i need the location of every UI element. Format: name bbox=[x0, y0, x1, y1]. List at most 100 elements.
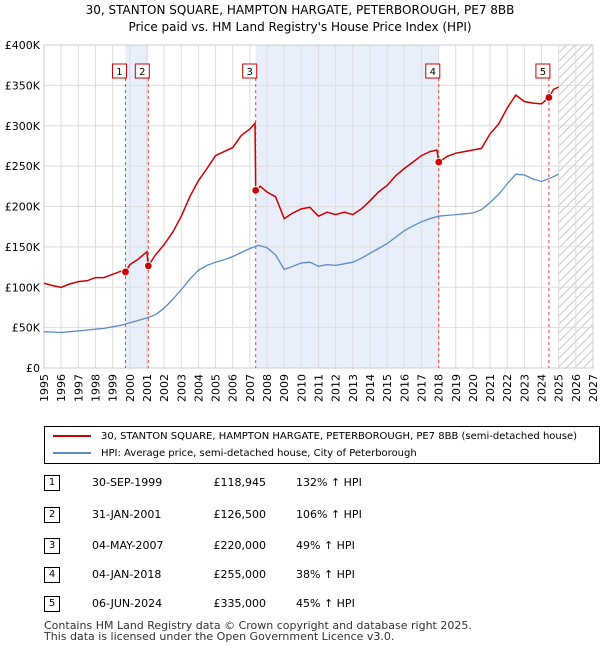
footer-licence: This data is licensed under the Open Gov… bbox=[44, 630, 395, 643]
sale-number-badge: 2 bbox=[44, 507, 60, 523]
sale-price: £126,500 bbox=[213, 508, 267, 521]
grid bbox=[43, 44, 594, 369]
chart-title: 30, STANTON SQUARE, HAMPTON HARGATE, PET… bbox=[85, 3, 515, 17]
legend-item-hpi: HPI: Average price, semi-detached house,… bbox=[53, 447, 417, 461]
sale-label-box bbox=[111, 63, 127, 79]
legend-swatch-hpi bbox=[53, 452, 91, 454]
legend-item-price: 30, STANTON SQUARE, HAMPTON HARGATE, PET… bbox=[53, 430, 577, 444]
sale-label-text: 2 bbox=[139, 67, 145, 78]
x-tick-label: 2011 bbox=[313, 374, 326, 402]
x-tick-label: 1997 bbox=[72, 374, 85, 402]
sale-price: £335,000 bbox=[213, 597, 267, 610]
y-tick-label: £400K bbox=[5, 39, 41, 52]
x-tick-label: 2017 bbox=[415, 374, 428, 402]
sale-number-badge: 5 bbox=[44, 596, 60, 612]
y-axis-ticks: £0 £50K £100K £150K £200K £250K £300K £350K £400… bbox=[5, 39, 41, 375]
x-tick-label: 2018 bbox=[433, 374, 446, 402]
sale-row: 2 31-JAN-2001 £126,500 106% ↑ HPI bbox=[0, 507, 600, 523]
x-tick-label: 2014 bbox=[364, 374, 377, 402]
sale-number-badge: 1 bbox=[44, 475, 60, 491]
sale-hpi-change: 132% ↑ HPI bbox=[296, 476, 362, 489]
x-tick-label: 2024 bbox=[536, 374, 549, 402]
sale-point bbox=[434, 157, 443, 167]
x-tick-label: 2006 bbox=[227, 374, 240, 402]
y-tick-label: £50K bbox=[12, 322, 41, 335]
sale-label-text: 1 bbox=[116, 67, 122, 78]
x-tick-label: 2008 bbox=[261, 374, 274, 402]
sale-label-text: 5 bbox=[540, 67, 546, 78]
y-tick-label: £0 bbox=[26, 362, 40, 375]
price-chart: 1 2 3 4 5 1995 1996 1997 1998 1999 2000 2001 2002 20… bbox=[5, 39, 600, 402]
footer-copyright: Contains HM Land Registry data © Crown c… bbox=[44, 619, 472, 632]
sale-label-box bbox=[425, 63, 441, 79]
x-tick-label: 2003 bbox=[175, 374, 188, 402]
y-tick-label: £150K bbox=[5, 241, 41, 254]
y-tick-label: £200K bbox=[5, 201, 41, 214]
sale-row: 4 04-JAN-2018 £255,000 38% ↑ HPI bbox=[0, 567, 600, 583]
x-tick-label: 1996 bbox=[55, 374, 68, 402]
sale-date: 30-SEP-1999 bbox=[92, 476, 163, 489]
plot-frame bbox=[43, 44, 594, 369]
price-series-line bbox=[44, 86, 560, 289]
x-tick-label: 2007 bbox=[244, 374, 257, 402]
y-tick-label: £300K bbox=[5, 120, 41, 133]
sale-hpi-change: 49% ↑ HPI bbox=[296, 539, 355, 552]
x-tick-label: 2002 bbox=[158, 374, 171, 402]
sale-label-box bbox=[134, 63, 150, 79]
legend-label-price: 30, STANTON SQUARE, HAMPTON HARGATE, PET… bbox=[101, 431, 577, 442]
x-tick-label: 2010 bbox=[295, 374, 308, 402]
x-tick-label: 1998 bbox=[89, 374, 102, 402]
legend-label-hpi: HPI: Average price, semi-detached house,… bbox=[101, 448, 417, 459]
chart-subtitle: Price paid vs. HM Land Registry's House … bbox=[128, 20, 472, 34]
sale-row: 5 06-JUN-2024 £335,000 45% ↑ HPI bbox=[0, 596, 600, 612]
y-tick-label: £350K bbox=[5, 79, 41, 92]
x-tick-label: 2021 bbox=[484, 374, 497, 402]
x-tick-label: 2022 bbox=[501, 374, 514, 402]
sale-point bbox=[144, 261, 153, 271]
sale-markers: 1 2 3 4 5 bbox=[111, 63, 554, 277]
x-tick-label: 2025 bbox=[553, 374, 566, 402]
x-tick-label: 2020 bbox=[467, 374, 480, 402]
x-tick-label: 2000 bbox=[124, 374, 137, 402]
x-tick-label: 2001 bbox=[141, 374, 154, 402]
sale-date: 04-MAY-2007 bbox=[92, 539, 164, 552]
sale-hpi-change: 45% ↑ HPI bbox=[296, 597, 355, 610]
x-tick-label: 2009 bbox=[278, 374, 291, 402]
y-tick-label: £250K bbox=[5, 160, 41, 173]
sale-point bbox=[121, 267, 130, 277]
x-tick-label: 2016 bbox=[398, 374, 411, 402]
x-tick-label: 2027 bbox=[587, 374, 600, 402]
sale-label-box bbox=[535, 63, 551, 79]
x-tick-label: 2023 bbox=[518, 374, 531, 402]
footer: Contains HM Land Registry data © Crown c… bbox=[44, 620, 472, 642]
legend-swatch-price bbox=[53, 435, 91, 437]
x-tick-label: 2019 bbox=[450, 374, 463, 402]
x-tick-label: 2013 bbox=[347, 374, 360, 402]
x-tick-label: 2012 bbox=[330, 374, 343, 402]
hpi-series-line bbox=[44, 173, 559, 334]
sale-price: £220,000 bbox=[213, 539, 267, 552]
sale-hpi-change: 38% ↑ HPI bbox=[296, 568, 355, 581]
sale-number-badge: 3 bbox=[44, 538, 60, 554]
sale-date: 31-JAN-2001 bbox=[92, 508, 162, 521]
x-tick-label: 2026 bbox=[570, 374, 583, 402]
x-tick-label: 1995 bbox=[38, 374, 51, 402]
sale-label-text: 3 bbox=[247, 67, 253, 78]
sale-date: 04-JAN-2018 bbox=[92, 568, 162, 581]
sale-hpi-change: 106% ↑ HPI bbox=[296, 508, 362, 521]
sale-row: 1 30-SEP-1999 £118,945 132% ↑ HPI bbox=[0, 475, 600, 491]
x-tick-label: 2015 bbox=[381, 374, 394, 402]
x-tick-label: 2004 bbox=[192, 374, 205, 402]
sale-number-badge: 4 bbox=[44, 567, 60, 583]
sale-vertical-lines bbox=[124, 72, 550, 368]
sale-price: £255,000 bbox=[213, 568, 267, 581]
sale-date: 06-JUN-2024 bbox=[92, 597, 163, 610]
y-tick-label: £100K bbox=[5, 281, 41, 294]
x-tick-label: 2005 bbox=[210, 374, 223, 402]
x-tick-label: 1999 bbox=[107, 374, 120, 402]
sale-point bbox=[251, 186, 260, 195]
x-axis-ticks: 1995 1996 1997 1998 1999 2000 2001 2002 2003 2004… bbox=[38, 374, 600, 402]
sale-row: 3 04-MAY-2007 £220,000 49% ↑ HPI bbox=[0, 538, 600, 554]
sale-point bbox=[544, 93, 554, 102]
sale-label-box bbox=[242, 63, 258, 79]
